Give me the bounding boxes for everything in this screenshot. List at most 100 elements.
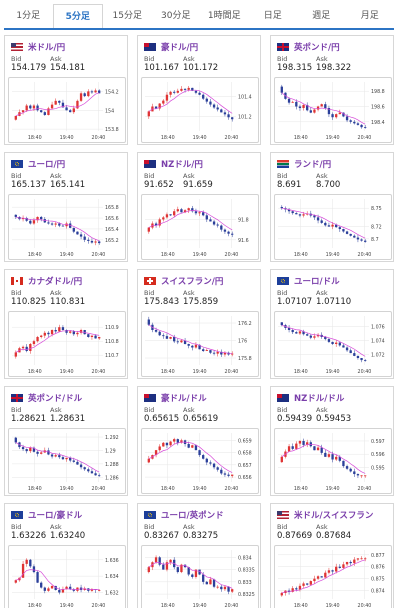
candle-down (76, 231, 79, 235)
candle-down (231, 117, 234, 120)
candlestick-chart[interactable]: 0.834 0.8335 0.833 0.8325 18:40 19:40 20:40 (141, 545, 259, 608)
candle-up (327, 454, 331, 457)
candle-up (162, 217, 165, 220)
y-tick-label: 176 (238, 339, 247, 345)
rate-card[interactable]: カナダドル/円 Bid Ask 110.825 110.831 110.9 110.8 110… (4, 269, 128, 379)
candlestick-chart[interactable]: 1.076 1.074 1.072 18:40 19:40 20:40 (274, 311, 392, 377)
pair-name[interactable]: 英ポンド/ドル (28, 394, 83, 404)
pair-name[interactable]: カナダドル/円 (28, 277, 83, 287)
flag-nz-icon (277, 394, 289, 402)
pair-name[interactable]: ユーロ/円 (28, 160, 66, 170)
pair-name[interactable]: ユーロ/英ポンド (161, 511, 224, 521)
pair-name[interactable]: NZドル/円 (161, 160, 203, 170)
pair-name[interactable]: ユーロ/ドル (294, 277, 340, 287)
candle-down (353, 121, 356, 124)
rate-card[interactable]: 英ポンド/円 Bid Ask 198.315 198.322 198.8 198.6 198.… (270, 35, 394, 145)
bid-value: 0.65615 (144, 414, 180, 424)
pair-name[interactable]: ランド/円 (294, 160, 332, 170)
candlestick-chart[interactable]: 8.75 8.72 8.7 18:40 19:40 20:40 (274, 194, 392, 260)
candlestick-chart[interactable]: 0.659 0.658 0.657 0.656 18:40 19:40 20:40 (141, 428, 259, 494)
candlestick-chart[interactable]: 1.292 1.29 1.288 1.286 18:40 19:40 20:40 (8, 428, 126, 494)
candlestick-chart[interactable]: 176.2 176 175.8 18:40 19:40 20:40 (141, 311, 259, 377)
pair-name[interactable]: 米ドル/円 (28, 43, 66, 53)
rate-card[interactable]: 豪ドル/円 Bid Ask 101.167 101.172 101.4 101.2 18:40… (137, 35, 261, 145)
rate-card[interactable]: スイスフラン/円 Bid Ask 175.843 175.859 176.2 176 175.… (137, 269, 261, 379)
candle-down (154, 223, 158, 226)
chart-svg: 1.636 1.634 1.632 18:40 19:40 20:40 (12, 550, 119, 608)
candle-up (165, 94, 169, 101)
pair-name[interactable]: NZドル/ドル (294, 394, 345, 404)
tab-1[interactable]: 5分足 (52, 4, 103, 28)
candle-down (313, 446, 316, 451)
candle-up (335, 342, 338, 344)
bid-label: Bid (11, 172, 22, 180)
chart-svg: 0.877 0.876 0.875 0.874 18:40 19:40 20:40 (278, 550, 385, 608)
candle-up (21, 218, 25, 220)
candle-down (32, 447, 36, 452)
rate-card[interactable]: NZドル/ドル Bid Ask 0.59439 0.59453 0.597 0.596 0.5… (270, 386, 394, 496)
tab-3[interactable]: 30分足 (161, 11, 191, 21)
moving-average-line (15, 330, 100, 353)
candlestick-chart[interactable]: 0.877 0.876 0.875 0.874 18:40 19:40 20:40 (274, 545, 392, 608)
candlestick-chart[interactable]: 0.597 0.596 0.595 18:40 19:40 20:40 (274, 428, 392, 494)
y-tick-label: 101.4 (238, 95, 252, 101)
candle-down (25, 346, 28, 351)
candle-down (198, 344, 201, 350)
candle-down (205, 458, 208, 463)
pair-name[interactable]: 豪ドル/ドル (161, 394, 207, 404)
candle-up (209, 579, 212, 585)
candle-down (61, 225, 65, 227)
rate-card[interactable]: 米ドル/スイスフラン Bid Ask 0.87669 0.87684 0.877 0.876… (270, 503, 394, 608)
candle-down (349, 350, 352, 354)
tab-2[interactable]: 15分足 (112, 11, 142, 21)
rate-card[interactable]: ユーロ/英ポンド Bid Ask 0.83267 0.83275 0.834 0.8335 0… (137, 503, 261, 608)
candlestick-chart[interactable]: 101.4 101.2 18:40 19:40 20:40 (141, 77, 259, 143)
candlestick-chart[interactable]: 91.8 91.6 18:40 19:40 20:40 (141, 194, 259, 260)
candle-up (280, 593, 283, 596)
bid-value: 8.691 (277, 180, 302, 190)
rate-card[interactable]: ユーロ/豪ドル Bid Ask 1.63226 1.63240 1.636 1.634 1.6… (4, 503, 128, 608)
rate-card[interactable]: 米ドル/円 Bid Ask 154.179 154.181 154.2 154 153.8 18… (4, 35, 128, 145)
candlestick-chart[interactable]: 165.8 165.6 165.4 165.2 18:40 19:40 20:40 (8, 194, 126, 260)
candle-down (295, 101, 298, 107)
candle-down (154, 106, 158, 109)
x-tick-label: 19:40 (193, 603, 207, 608)
pair-name[interactable]: 豪ドル/円 (161, 43, 199, 53)
candlestick-chart[interactable]: 154.2 154 153.8 18:40 19:40 20:40 (8, 77, 126, 143)
candlestick-chart[interactable]: 198.8 198.6 198.4 18:40 19:40 20:40 (274, 77, 392, 143)
pair-name[interactable]: スイスフラン/円 (161, 277, 224, 287)
x-tick-label: 19:40 (60, 486, 74, 492)
x-tick-label: 18:40 (294, 252, 308, 258)
candle-down (223, 473, 227, 475)
pair-name[interactable]: 英ポンド/円 (294, 43, 340, 53)
candle-down (25, 449, 28, 452)
rate-card[interactable]: ユーロ/円 Bid Ask 165.137 165.141 165.8 165.6 165.4… (4, 152, 128, 262)
rate-card[interactable]: ランド/円 Bid Ask 8.691 8.700 8.75 8.72 8.7 18:40 19:… (270, 152, 394, 262)
rate-card[interactable]: 豪ドル/ドル Bid Ask 0.65615 0.65619 0.659 0.658 0.65… (137, 386, 261, 496)
tab-5[interactable]: 日足 (263, 11, 282, 21)
y-tick-label: 1.076 (371, 325, 385, 331)
moving-average-line (148, 561, 233, 589)
candle-up (50, 104, 54, 109)
pair-name[interactable]: 米ドル/スイスフラン (294, 511, 374, 521)
candle-up (36, 216, 39, 221)
candlestick-chart[interactable]: 1.636 1.634 1.632 18:40 19:40 20:40 (8, 545, 126, 608)
candle-up (61, 589, 65, 593)
candle-up (287, 446, 291, 452)
pair-name[interactable]: ユーロ/豪ドル (28, 511, 83, 521)
tab-7[interactable]: 月足 (360, 11, 379, 21)
candle-down (58, 223, 61, 226)
tab-6[interactable]: 週足 (312, 11, 331, 21)
candle-down (216, 467, 219, 470)
rate-card[interactable]: NZドル/円 Bid Ask 91.652 91.659 91.8 91.6 18:40 19:… (137, 152, 261, 262)
tab-4[interactable]: 1時間足 (207, 11, 241, 21)
y-tick-label: 1.634 (105, 574, 119, 580)
tab-0[interactable]: 1分足 (16, 11, 41, 21)
rate-card[interactable]: ユーロ/ドル Bid Ask 1.07107 1.07110 1.076 1.074 1.07… (270, 269, 394, 379)
candle-up (25, 105, 28, 111)
candle-down (356, 123, 360, 125)
candle-down (198, 92, 201, 95)
rate-card[interactable]: 英ポンド/ドル Bid Ask 1.28621 1.28631 1.292 1.29 1.28… (4, 386, 128, 496)
x-tick-label: 19:40 (60, 603, 74, 608)
candlestick-chart[interactable]: 110.9 110.8 110.7 18:40 19:40 20:40 (8, 311, 126, 377)
